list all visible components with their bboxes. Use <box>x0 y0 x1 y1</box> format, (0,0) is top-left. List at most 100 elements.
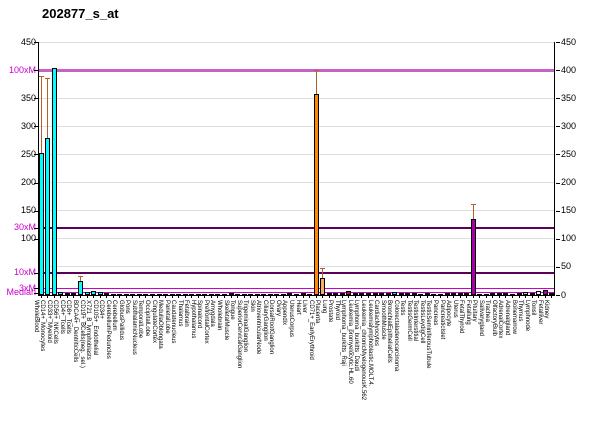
error-cap <box>320 268 326 269</box>
bar-Trachea <box>490 292 496 295</box>
x-tick <box>485 295 487 298</box>
bar-CD14+_Monocytes <box>45 137 51 295</box>
error-whisker <box>315 70 317 95</box>
y-axis-left-line <box>38 42 39 296</box>
x-tick <box>538 295 540 298</box>
bar-Kidney <box>549 292 555 295</box>
y-tick-left <box>34 182 38 184</box>
x-tick <box>341 295 343 298</box>
y-tick-left <box>34 126 38 128</box>
error-cap <box>470 204 476 206</box>
bar-Appendix <box>287 293 293 296</box>
x-tick <box>210 295 212 298</box>
y-tick-right <box>556 295 560 296</box>
gridline <box>38 41 555 43</box>
bar-TestisGermCell <box>411 293 417 296</box>
bar-FetalThyroid <box>464 292 470 295</box>
bar-Placenta <box>320 278 326 295</box>
bar-CD19+_BCells(neg._sel.) <box>84 292 90 295</box>
gridline <box>38 125 555 127</box>
bar-CD105+_Endothelial <box>97 291 103 295</box>
y-tick-left <box>34 70 38 72</box>
bar-Lymphoma_burkitts_Daudi <box>359 293 365 296</box>
y-label-right-400: 400 <box>561 64 577 75</box>
chart-title: 202877_s_at <box>42 6 119 21</box>
bar-WholeBlood <box>38 152 44 295</box>
bar-CD33+_Myeloid <box>51 67 57 295</box>
x-tick <box>315 295 317 298</box>
x-tick <box>413 295 415 298</box>
x-tick <box>276 295 278 298</box>
x-tick <box>289 295 291 298</box>
bar-Leukemia_chronicMyelogenousK.562 <box>365 293 371 296</box>
x-tick <box>420 295 422 298</box>
x-tick <box>335 295 337 298</box>
x-tick <box>184 295 186 298</box>
x-tick <box>328 295 330 298</box>
x-tick <box>138 295 140 298</box>
y-tick-right <box>556 70 560 72</box>
x-tick <box>433 295 435 298</box>
x-label-Kidney: Kidney <box>543 300 550 319</box>
bar-Bonemarrow <box>516 292 522 295</box>
x-tick <box>86 295 88 298</box>
median-line-100xm <box>38 68 555 72</box>
bar-Colorectaladenocarcinoma <box>398 293 404 296</box>
x-tick <box>171 295 173 298</box>
x-tick <box>256 295 258 298</box>
plot-area <box>38 41 555 298</box>
x-tick <box>531 295 533 298</box>
x-tick <box>269 295 271 298</box>
x-tick <box>498 295 500 298</box>
x-tick <box>472 295 474 298</box>
y-label-right-300: 300 <box>561 120 577 131</box>
x-tick <box>426 295 428 298</box>
y-label-right-350: 350 <box>561 92 577 103</box>
x-tick <box>40 295 42 298</box>
bar-Thyroid <box>339 293 345 296</box>
x-tick <box>361 295 363 298</box>
x-tick <box>348 295 350 298</box>
x-tick <box>367 295 369 298</box>
x-tick <box>309 295 311 298</box>
bar-Thymus <box>523 292 529 295</box>
x-label-OccipitalLobe: OccipitalLobe <box>144 300 151 337</box>
x-tick <box>302 295 304 298</box>
x-tick <box>479 295 481 298</box>
bar-Lymphnode <box>529 292 535 295</box>
y-label-left-Median: Median <box>6 287 36 298</box>
bar-CD4+_Tcells <box>64 293 70 296</box>
bar-X721_B_lymphoblasts <box>91 291 97 295</box>
y-tick-left <box>34 210 38 212</box>
y-tick-left <box>34 292 38 294</box>
y-tick-left <box>34 288 38 290</box>
y-tick-right <box>556 126 560 128</box>
gridline <box>38 97 555 99</box>
y-tick-left <box>34 98 38 100</box>
y-tick-left <box>34 272 38 274</box>
x-tick <box>73 295 75 298</box>
x-tick <box>505 295 507 298</box>
x-tick <box>53 295 55 298</box>
y-label-right-200: 200 <box>561 177 577 188</box>
bar-CD34+ <box>104 292 110 295</box>
y-tick-right <box>556 266 560 268</box>
x-tick <box>152 295 154 298</box>
x-tick <box>119 295 121 298</box>
x-label-Adipocyte: Adipocyte <box>445 300 452 327</box>
x-tick <box>165 295 167 298</box>
y-tick-left <box>34 238 38 240</box>
x-tick <box>217 295 219 298</box>
x-tick <box>525 295 527 298</box>
bar-Fetalliver <box>542 289 548 295</box>
y-tick-right <box>556 42 560 43</box>
median-line-30xm <box>38 226 555 229</box>
x-tick <box>47 295 49 298</box>
x-tick <box>407 295 409 298</box>
x-tick <box>511 295 513 298</box>
x-tick <box>518 295 520 298</box>
x-tick <box>394 295 396 298</box>
gridline <box>38 266 555 268</box>
error-whisker <box>322 268 324 279</box>
